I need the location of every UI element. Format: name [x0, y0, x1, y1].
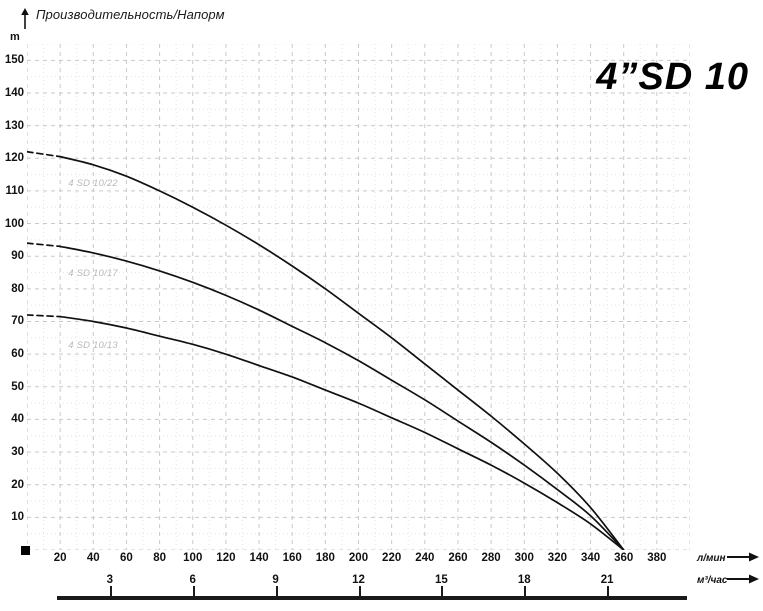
right-arrow-icon: [727, 552, 759, 562]
y-axis-tick-label: 110: [5, 184, 24, 197]
x-axis-tick-label: 160: [282, 552, 302, 564]
y-axis-tick-label: 70: [11, 315, 24, 328]
x-axis-secondary-tick-label: 15: [434, 574, 448, 586]
y-axis-tick-label: 40: [11, 413, 24, 426]
chart-header: Производительность/Напорм m: [0, 0, 763, 44]
x-axis-secondary-tick-label: 3: [106, 574, 114, 586]
x-axis-secondary-tick-label: 21: [600, 574, 614, 586]
origin-marker: [21, 546, 30, 555]
y-axis-tick-label: 100: [4, 217, 24, 230]
secondary-axis-ruler: [57, 596, 687, 600]
y-axis-tick-label: 120: [4, 152, 24, 165]
y-axis-title: Производительность/Напорм: [36, 7, 225, 22]
y-axis-tick-label: 30: [11, 446, 24, 459]
x-axis-tick-label: 200: [348, 552, 369, 564]
x-axis-tick-label: 100: [183, 552, 203, 564]
secondary-axis-tick-mark: [607, 586, 610, 598]
secondary-axis-tick-mark: [192, 586, 195, 598]
x-axis-secondary-tick-label: 9: [272, 574, 279, 586]
x-axis-tick-label: 360: [614, 552, 634, 564]
curve-label: 4 SD 10/13: [68, 339, 118, 351]
x-axis-tick-label: 140: [249, 552, 269, 564]
y-axis-tick-label: 10: [11, 511, 24, 524]
x-axis-tick-label: 260: [448, 552, 468, 564]
x-axis-tick-label: 80: [153, 552, 166, 564]
x-axis-tick-label: 340: [580, 552, 601, 564]
secondary-axis-tick-mark: [109, 586, 112, 598]
curve-label: 4 SD 10/22: [68, 178, 118, 190]
y-axis-unit-label: m: [10, 31, 20, 43]
y-axis-tick-label: 80: [11, 282, 24, 295]
model-title: 4”SD 10: [596, 56, 749, 98]
x-axis-tick-label: 280: [481, 552, 501, 564]
y-axis-tick-label: 50: [11, 380, 24, 393]
x-axis-tick-label: 40: [86, 552, 100, 564]
y-axis-tick-label: 90: [11, 250, 24, 263]
x-axis-secondary-tick-label: 12: [352, 574, 365, 586]
curve-label: 4 SD 10/17: [68, 268, 118, 280]
secondary-axis-tick-mark: [275, 586, 278, 598]
right-arrow-icon: [727, 574, 759, 584]
x-axis-primary-row: 20 40 60 80 100 120 140 160 180 200 220 240 260 280 30…: [0, 548, 763, 570]
y-axis-tick-label: 130: [4, 119, 24, 132]
x-axis-tick-label: 380: [647, 552, 667, 564]
x-axis-tick-label: 20: [53, 552, 67, 564]
secondary-axis-tick-mark: [524, 586, 527, 598]
y-axis-tick-label: 60: [11, 348, 24, 361]
x-axis-secondary-tick-label: 18: [517, 574, 531, 586]
up-arrow-icon: [21, 8, 29, 29]
x-axis-tick-label: 220: [382, 552, 402, 564]
x-axis-tick-label: 300: [514, 552, 534, 564]
y-axis-tick-label: 140: [4, 86, 24, 99]
chart-curves: [27, 150, 625, 550]
x-axis-secondary-unit-label: м³/час: [697, 575, 728, 586]
x-axis-tick-label: 320: [547, 552, 567, 564]
y-axis-tick-label: 150: [4, 54, 24, 67]
x-axis-secondary-tick-label: 6: [189, 574, 196, 586]
chart-gridlines: [27, 44, 690, 550]
x-axis-tick-label: 60: [120, 552, 133, 564]
secondary-axis-tick-mark: [358, 586, 361, 598]
x-axis-tick-label: 180: [315, 552, 335, 564]
x-axis-secondary-row: 3 6 9 12 15 18 21 м³/час: [0, 570, 763, 592]
plot-area: [27, 44, 690, 550]
y-axis-tick-label: 20: [11, 478, 24, 491]
x-axis-primary-unit-label: л/мин: [697, 553, 726, 564]
x-axis-tick-label: 120: [216, 552, 236, 564]
x-axis-tick-label: 240: [415, 552, 435, 564]
secondary-axis-tick-mark: [441, 586, 444, 598]
